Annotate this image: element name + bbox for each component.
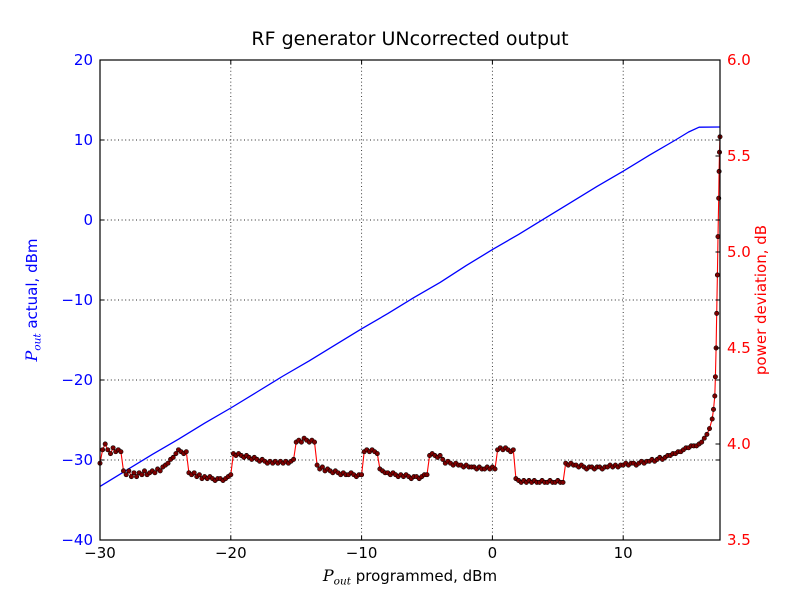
data-point-marker <box>714 272 720 278</box>
y-axis-label-left: Pout actual, dBm <box>22 239 44 363</box>
y-tick-label-left: −20 <box>61 371 93 389</box>
y-tick-label-right: 4.5 <box>727 339 751 357</box>
data-point-marker <box>560 479 566 485</box>
data-point-marker <box>118 449 124 455</box>
data-point-marker <box>714 310 720 316</box>
chart-title: RF generator UNcorrected output <box>251 28 569 50</box>
data-point-marker <box>440 456 446 462</box>
data-point-marker <box>165 460 171 466</box>
data-point-marker <box>142 468 147 474</box>
data-point-marker <box>100 447 106 453</box>
data-point-marker <box>170 454 176 460</box>
tick-marks <box>99 59 720 541</box>
y-tick-label-left: −30 <box>61 451 93 469</box>
power-deviation-markers <box>97 134 723 485</box>
x-axis-label: Pout programmed, dBm <box>322 566 497 588</box>
x-tick-labels: −30 −20 −10 0 10 <box>84 544 633 562</box>
y-tick-label-right: 3.5 <box>727 531 751 549</box>
data-point-marker <box>105 447 111 453</box>
y-tick-labels-left: 20 10 0 −10 −20 −30 −40 <box>61 51 93 549</box>
data-point-marker <box>183 449 189 455</box>
y-tick-label-left: 0 <box>83 211 93 229</box>
data-point-marker <box>139 472 145 478</box>
x-tick-label: −20 <box>215 544 247 562</box>
data-point-marker <box>173 451 179 457</box>
actual-power-line <box>99 126 721 487</box>
x-tick-label: 0 <box>488 544 498 562</box>
data-point-marker <box>126 468 132 474</box>
data-point-marker <box>712 374 718 380</box>
data-point-marker <box>123 472 129 478</box>
data-point-marker <box>228 472 234 478</box>
x-tick-label: −10 <box>346 544 378 562</box>
data-point-marker <box>312 439 317 445</box>
data-point-marker <box>704 431 710 437</box>
y-tick-label-right: 6.0 <box>727 51 751 69</box>
data-point-marker <box>191 470 197 476</box>
data-point-marker <box>102 441 108 447</box>
data-point-marker <box>712 393 718 399</box>
y-tick-label-right: 5.5 <box>727 147 751 165</box>
x-tick-label: −30 <box>84 544 116 562</box>
data-point-marker <box>510 447 516 453</box>
data-point-marker <box>359 472 365 478</box>
y-tick-label-left: −10 <box>61 291 93 309</box>
data-point-marker <box>121 468 126 474</box>
data-point-marker <box>374 451 380 457</box>
data-point-marker <box>108 451 113 457</box>
data-point-marker <box>134 474 140 480</box>
data-point-marker <box>196 472 202 478</box>
y-tick-label-left: 20 <box>74 51 93 69</box>
y-tick-label-right: 4.0 <box>727 435 751 453</box>
data-point-marker <box>128 474 134 480</box>
data-point-marker <box>152 470 158 476</box>
data-point-marker <box>701 435 707 441</box>
data-point-marker <box>314 462 320 468</box>
data-point-marker <box>291 456 297 462</box>
data-point-marker <box>131 470 137 476</box>
y-tick-label-right: 5.0 <box>727 243 751 261</box>
data-point-marker <box>711 406 716 412</box>
data-point-marker <box>707 426 712 432</box>
data-point-marker <box>110 445 116 451</box>
data-point-marker <box>437 453 443 458</box>
data-point-marker <box>319 464 325 470</box>
data-point-marker <box>424 472 430 478</box>
x-tick-label: 10 <box>614 544 633 562</box>
data-point-marker <box>716 168 722 174</box>
y-axis-label-right: power deviation, dB <box>752 225 770 375</box>
data-point-marker <box>699 439 705 445</box>
data-point-marker <box>492 466 498 472</box>
y-tick-label-left: 10 <box>74 131 93 149</box>
data-point-marker <box>157 468 163 474</box>
data-point-marker <box>298 439 304 445</box>
data-point-marker <box>709 416 715 422</box>
y-tick-label-left: −40 <box>61 531 93 549</box>
y-tick-labels-right: 6.0 5.5 5.0 4.5 4.0 3.5 <box>727 51 751 549</box>
